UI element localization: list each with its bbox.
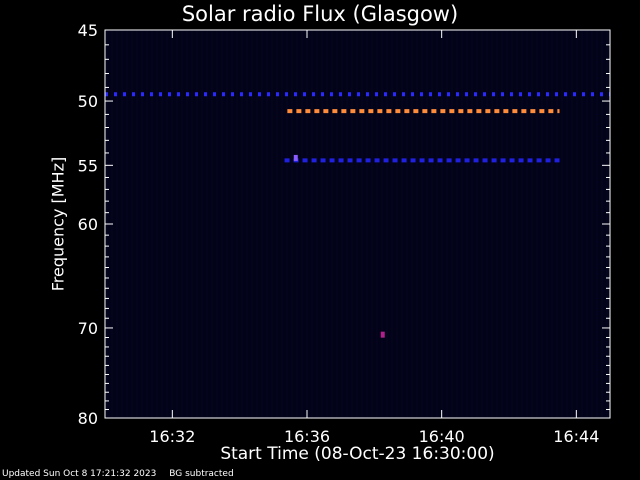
- x-axis-label: Start Time (08-Oct-23 16:30:00): [220, 444, 495, 464]
- y-tick-label: 80: [78, 409, 98, 428]
- chart-title: Solar radio Flux (Glasgow): [181, 2, 459, 26]
- updated-timestamp: Updated Sun Oct 8 17:21:32 2023: [2, 469, 157, 479]
- emission-spot: [293, 154, 298, 161]
- y-tick-label: 50: [78, 92, 98, 111]
- footer: Updated Sun Oct 8 17:21:32 2023 BG subtr…: [2, 469, 244, 479]
- x-tick-label: 16:36: [284, 427, 330, 446]
- x-tick-label: 16:40: [419, 427, 465, 446]
- y-tick-label: 70: [78, 319, 98, 338]
- x-tick-label: 16:44: [553, 427, 599, 446]
- bg-note: BG subtracted: [169, 469, 234, 479]
- y-axis-label: Frequency [MHz]: [48, 156, 68, 292]
- plot-area: [105, 30, 610, 418]
- y-tick-label: 45: [78, 21, 98, 40]
- emission-features: [105, 92, 610, 338]
- emission-spot: [380, 331, 385, 338]
- y-tick-label: 55: [78, 156, 98, 175]
- axes: 16:32 16:36 16:40 16:44 45 50 55 60 70 80: [78, 21, 611, 446]
- x-tick-label: 16:32: [149, 427, 195, 446]
- y-tick-label: 60: [78, 215, 98, 234]
